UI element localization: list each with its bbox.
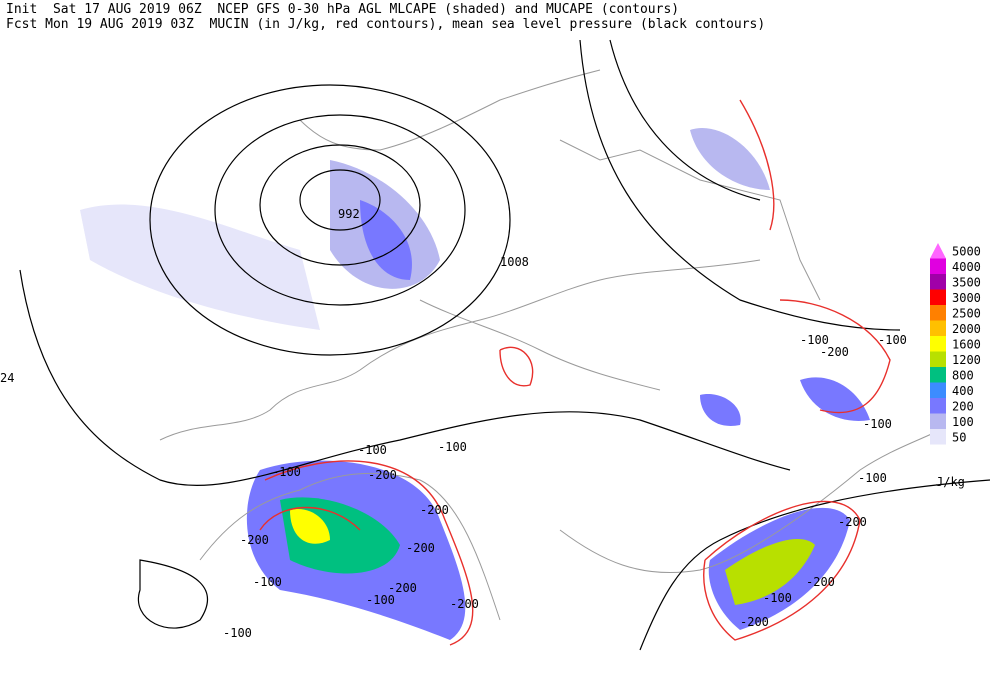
legend-swatch — [930, 289, 946, 305]
cin-label: -100 — [272, 465, 301, 479]
legend-label: 4000 — [952, 260, 981, 274]
legend-unit: J/kg — [936, 475, 965, 489]
legend-swatch — [930, 243, 946, 259]
cin-label: -100 — [763, 591, 792, 605]
legend-swatch — [930, 305, 946, 321]
coastlines — [159, 69, 941, 621]
legend-swatch — [930, 320, 946, 336]
legend-label: 1200 — [952, 353, 981, 367]
legend-swatch — [930, 413, 946, 429]
legend-label: 800 — [952, 369, 974, 383]
pressure-label: 1008 — [500, 255, 529, 269]
legend-swatch — [930, 398, 946, 414]
cin-contours — [259, 99, 891, 646]
pressure-label: 24 — [0, 371, 14, 385]
legend-label: 1600 — [952, 338, 981, 352]
cin-label: -100 — [863, 417, 892, 431]
cin-label: -200 — [240, 533, 269, 547]
legend-label: 2500 — [952, 307, 981, 321]
legend-swatch — [930, 429, 946, 445]
legend-swatch — [930, 367, 946, 383]
cin-label: -100 — [366, 593, 395, 607]
cin-label: -100 — [878, 333, 907, 347]
legend-label: 5000 — [952, 245, 981, 259]
legend-label: 100 — [952, 415, 974, 429]
header-line: Init Sat 17 AUG 2019 06Z NCEP GFS 0-30 h… — [6, 2, 679, 17]
cin-label: -200 — [450, 597, 479, 611]
legend-label: 400 — [952, 384, 974, 398]
cin-label: -100 — [858, 471, 887, 485]
cin-label: -200 — [420, 503, 449, 517]
cin-label: -100 — [358, 443, 387, 457]
legend-label: 3000 — [952, 291, 981, 305]
cin-label: -200 — [406, 541, 435, 555]
cin-label: -200 — [740, 615, 769, 629]
cin-label: -200 — [368, 468, 397, 482]
pressure-label: 992 — [338, 207, 360, 221]
legend-swatch — [930, 274, 946, 290]
legend-swatch — [930, 258, 946, 274]
cin-label: -100 — [800, 333, 829, 347]
cin-label: -100 — [253, 575, 282, 589]
cin-label: -200 — [838, 515, 867, 529]
legend-swatch — [930, 382, 946, 398]
legend-label: 200 — [952, 400, 974, 414]
cin-label: -100 — [223, 626, 252, 640]
header-line: Fcst Mon 19 AUG 2019 03Z MUCIN (in J/kg,… — [6, 17, 765, 32]
cape-shading — [80, 128, 870, 640]
legend-label: 2000 — [952, 322, 981, 336]
cin-label: -100 — [438, 440, 467, 454]
cin-label: -200 — [806, 575, 835, 589]
pressure-labels: 992 1008 24 — [0, 207, 529, 385]
legend-label: 3500 — [952, 276, 981, 290]
cin-labels: -100-100-100 -200-200-200-200-100-100-200… — [223, 333, 907, 640]
legend-label: 50 — [952, 431, 966, 445]
cin-label: -200 — [388, 581, 417, 595]
legend-swatch — [930, 336, 946, 352]
cin-label: -200 — [820, 345, 849, 359]
isobars — [19, 39, 991, 651]
legend-swatch — [930, 351, 946, 367]
